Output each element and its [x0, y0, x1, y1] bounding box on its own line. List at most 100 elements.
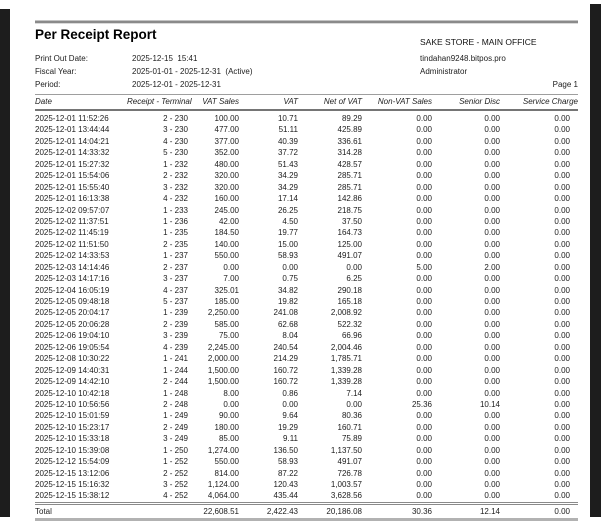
table-cell: 160.72 [273, 365, 298, 375]
table-row: 2025-12-05 20:04:17 1 - 239 2,250.00 241.08… [35, 307, 578, 318]
table-row: 2025-12-03 14:14:46 2 - 237 0.00 0.00 0.00 5.… [35, 262, 578, 273]
col-header-net-of-vat: Net of VAT [298, 94, 362, 111]
col-header-date: Date [35, 94, 127, 111]
table-cell: 0.00 [416, 159, 432, 169]
table-cell: 726.78 [337, 468, 362, 478]
cell-date: 2025-12-05 20:06:28 [35, 319, 110, 329]
table-row: 2025-12-10 15:01:59 1 - 249 90.00 9.64 80.36… [35, 410, 578, 421]
table-row: 2025-12-15 13:12:06 2 - 252 814.00 87.22 726… [35, 468, 578, 479]
table-cell: 19.29 [277, 422, 298, 432]
table-cell: 0.00 [484, 114, 500, 123]
period-label: Period: [35, 80, 61, 89]
table-cell: 0.00 [554, 297, 570, 306]
table-cell: 66.96 [341, 331, 362, 341]
table-cell: 0.00 [416, 319, 432, 329]
table-cell: 0.00 [554, 480, 570, 489]
table-row: 2025-12-15 15:38:12 4 - 252 4,064.00 435.44… [35, 490, 578, 503]
table-cell: 0.00 [554, 434, 570, 444]
table-cell: 0.00 [554, 125, 570, 135]
table-row: 2025-12-02 11:51:50 2 - 235 140.00 15.00 125… [35, 239, 578, 250]
table-cell: 1,339.28 [330, 365, 362, 375]
table-cell: 352.00 [214, 148, 239, 158]
cell-date: 2025-12-15 15:38:12 [35, 491, 110, 501]
table-cell: 0.00 [554, 399, 570, 409]
table-cell: 3,628.56 [330, 491, 362, 501]
table-cell: 0.00 [554, 388, 570, 398]
fiscal-year-value: 2025-01-01 - 2025-12-31 (Active) [132, 67, 253, 76]
cell-date: 2025-12-01 15:55:40 [35, 182, 110, 192]
print-out-date-value: 2025-12-15 15:41 [132, 54, 198, 63]
table-row: 2025-12-09 14:42:10 2 - 244 1,500.00 160.72… [35, 376, 578, 387]
table-row: 2025-12-10 10:56:56 2 - 248 0.00 0.00 0.00 25… [35, 399, 578, 410]
table-cell: 185.00 [214, 297, 239, 306]
table-cell: 2,000.00 [207, 354, 239, 364]
table-cell: 2,250.00 [207, 308, 239, 318]
table-cell: 0.00 [484, 274, 500, 284]
table-row: 2025-12-01 13:44:44 3 - 230 477.00 51.11 425… [35, 124, 578, 135]
table-cell: 0.00 [484, 411, 500, 421]
table-cell: 0.00 [484, 308, 500, 318]
table-cell: 51.11 [278, 125, 298, 135]
col-header-service-charge: Service Charge [500, 94, 578, 111]
table-row: 2025-12-01 11:52:26 2 - 230 100.00 10.71 89.… [35, 110, 578, 124]
table-cell: 0.00 [416, 434, 432, 444]
table-cell: 0.00 [484, 285, 500, 295]
table-cell: 0.00 [416, 308, 432, 318]
table-cell: 160.72 [273, 377, 298, 387]
meta-line-fiscal-year: Fiscal Year: 2025-01-01 - 2025-12-31 (Act… [35, 65, 578, 78]
table-row: 2025-12-02 11:37:51 1 - 236 42.00 4.50 37.50… [35, 216, 578, 227]
table-cell: 26.25 [277, 205, 298, 215]
table-cell: 0.00 [416, 491, 432, 501]
table-cell: 0.00 [554, 171, 570, 181]
cell-date: 2025-12-01 13:44:44 [35, 125, 110, 135]
table-cell: 184.50 [214, 228, 239, 238]
table-cell: 0.00 [416, 468, 432, 478]
table-cell: 0.00 [554, 205, 570, 215]
table-cell: 165.18 [337, 297, 362, 306]
table-cell: 0.00 [554, 365, 570, 375]
table-cell: 2 - 248 [163, 399, 188, 409]
table-cell: 3 - 249 [163, 434, 188, 444]
table-row: 2025-12-03 14:17:16 3 - 237 7.00 0.75 6.25 0.… [35, 273, 578, 284]
meta-line-print-date: Print Out Date: 2025-12-15 15:41 tindahan… [35, 52, 578, 65]
table-cell: 8.00 [223, 388, 239, 398]
table-cell: 285.71 [337, 182, 362, 192]
table-cell: 0.00 [416, 228, 432, 238]
table-cell: 480.00 [214, 159, 239, 169]
table-cell: 15.00 [277, 239, 298, 249]
table-cell: 0.00 [416, 171, 432, 181]
table-cell: 90.00 [218, 411, 239, 421]
table-cell: 5 - 230 [163, 148, 188, 158]
table-cell: 0.00 [484, 182, 500, 192]
table-cell: 160.71 [337, 422, 362, 432]
col-header-vat: VAT [239, 94, 298, 111]
table-cell: 0.00 [484, 331, 500, 341]
table-cell: 5 - 237 [163, 297, 188, 306]
table-cell: 240.54 [273, 342, 298, 352]
header-row: Date Receipt - Terminal VAT Sales VAT Ne… [35, 94, 578, 111]
cell-date: 2025-12-12 15:54:09 [35, 457, 110, 467]
table-cell: 1 - 249 [163, 411, 188, 421]
table-cell: 0.75 [282, 274, 298, 284]
table-cell: 4 - 232 [163, 194, 188, 204]
cell-date: 2025-12-01 14:04:21 [35, 136, 110, 146]
table-cell: 34.29 [277, 171, 298, 181]
table-cell: 3 - 252 [163, 480, 188, 489]
table-cell: 58.93 [277, 457, 298, 467]
table-cell: 42.00 [218, 216, 239, 226]
user-name: Administrator [420, 67, 468, 76]
table-cell: 160.00 [214, 194, 239, 204]
period-value: 2025-12-01 - 2025-12-31 [132, 80, 221, 89]
cell-date: 2025-12-02 11:45:19 [35, 228, 109, 238]
cell-date: 2025-12-03 14:17:16 [35, 274, 110, 284]
table-cell: 34.82 [277, 285, 298, 295]
table-cell: 1 - 248 [163, 388, 188, 398]
table-cell: 0.00 [416, 125, 432, 135]
table-cell: 10.14 [479, 399, 500, 409]
report-page: Per Receipt Report SAKE STORE - MAIN OFF… [10, 0, 590, 521]
cell-date: 2025-12-01 15:54:06 [35, 171, 110, 181]
table-row: 2025-12-10 15:23:17 2 - 249 180.00 19.29 160… [35, 422, 578, 433]
table-row: 2025-12-06 19:05:54 4 - 239 2,245.00 240.54… [35, 342, 578, 353]
cell-date: 2025-12-01 15:27:32 [35, 159, 110, 169]
cell-date: 2025-12-01 16:13:38 [35, 194, 110, 204]
